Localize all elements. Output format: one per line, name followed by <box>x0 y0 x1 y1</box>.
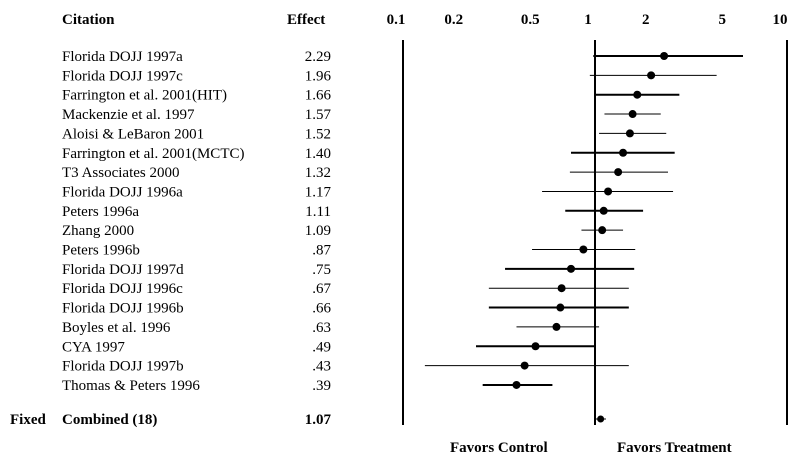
effect-point <box>619 148 628 157</box>
study-row: T3 Associates 2000 1.32 <box>62 165 669 181</box>
x-tick-label: 0.2 <box>444 12 463 28</box>
study-row: Farrington et al. 2001(MCTC) 1.40 <box>62 146 675 162</box>
study-row: CYA 1997 .49 <box>62 339 595 355</box>
combined-estimate <box>595 415 606 423</box>
study-effect-value: 1.52 <box>305 126 331 142</box>
study-citation: Peters 1996b <box>62 243 140 259</box>
study-row: Florida DOJJ 1997a 2.29 <box>62 49 744 65</box>
effect-point <box>628 110 637 119</box>
effect-point <box>579 245 588 254</box>
favors-control-label: Favors Control <box>450 440 548 456</box>
study-effect-value: .39 <box>312 378 331 394</box>
study-effect-value: 1.09 <box>305 223 331 239</box>
effect-point <box>512 380 521 389</box>
effect-point <box>598 226 607 235</box>
study-effect-value: 1.40 <box>305 146 331 162</box>
study-citation: Florida DOJJ 1997d <box>62 262 184 278</box>
effect-point <box>552 322 561 331</box>
study-row: Farrington et al. 2001(HIT) 1.66 <box>62 88 680 104</box>
study-effect-value: 1.32 <box>305 165 331 181</box>
study-citation: Florida DOJJ 1996a <box>62 184 183 200</box>
effect-point <box>625 129 634 138</box>
study-row: Florida DOJJ 1997d .75 <box>62 262 635 278</box>
effect-point <box>604 187 613 196</box>
study-effect-value: .66 <box>312 301 331 317</box>
study-citation: Boyles et al. 1996 <box>62 320 171 336</box>
study-citation: T3 Associates 2000 <box>62 165 180 181</box>
combined-effect: 1.07 <box>305 412 332 428</box>
study-row: Peters 1996a 1.11 <box>62 204 644 220</box>
effect-point <box>647 71 656 80</box>
combined-citation: Combined (18) <box>62 412 157 428</box>
study-effect-value: 1.57 <box>305 107 332 123</box>
study-effect-value: 1.17 <box>305 184 332 200</box>
header-citation: Citation <box>62 12 115 28</box>
study-row: Aloisi & LeBaron 2001 1.52 <box>62 126 667 142</box>
study-effect-value: 2.29 <box>305 49 331 65</box>
study-effect-value: .49 <box>312 339 331 355</box>
study-effect-value: .67 <box>312 281 331 297</box>
study-citation: Aloisi & LeBaron 2001 <box>62 126 204 142</box>
x-tick-label: 0.5 <box>521 12 540 28</box>
effect-point <box>660 52 669 60</box>
study-effect-value: .87 <box>312 243 331 259</box>
study-rows: Florida DOJJ 1997a 2.29 Florida DOJJ 1997c… <box>62 49 744 394</box>
study-effect-value: .63 <box>312 320 331 336</box>
x-tick-label: 5 <box>718 12 726 28</box>
effect-point <box>567 264 576 273</box>
combined-model-label: Fixed <box>10 412 46 428</box>
study-citation: Florida DOJJ 1997b <box>62 359 184 375</box>
study-effect-value: .43 <box>312 359 331 375</box>
effect-point <box>556 303 565 312</box>
study-effect-value: 1.66 <box>305 88 332 104</box>
x-tick-label: 1 <box>584 12 592 28</box>
study-row: Thomas & Peters 1996 .39 <box>62 378 553 394</box>
x-tick-label: 10 <box>773 12 788 28</box>
effect-point <box>614 168 623 177</box>
study-effect-value: 1.96 <box>305 68 332 84</box>
study-row: Mackenzie et al. 1997 1.57 <box>62 107 661 123</box>
study-row: Florida DOJJ 1997c 1.96 <box>62 68 717 84</box>
study-citation: Farrington et al. 2001(HIT) <box>62 88 227 104</box>
study-row: Florida DOJJ 1997b .43 <box>62 359 629 375</box>
study-citation: Farrington et al. 2001(MCTC) <box>62 146 244 162</box>
study-citation: Florida DOJJ 1996b <box>62 301 184 317</box>
effect-point <box>531 342 540 351</box>
study-effect-value: .75 <box>312 262 331 278</box>
study-row: Florida DOJJ 1996c .67 <box>62 281 629 297</box>
x-tick-label: 0.1 <box>387 12 406 28</box>
effect-point <box>520 361 529 370</box>
effect-point <box>633 90 642 99</box>
study-citation: Thomas & Peters 1996 <box>62 378 200 394</box>
effect-point <box>557 284 566 293</box>
study-row: Florida DOJJ 1996a 1.17 <box>62 184 674 200</box>
study-citation: Peters 1996a <box>62 204 139 220</box>
study-citation: Florida DOJJ 1996c <box>62 281 183 297</box>
combined-effect-point <box>597 415 605 423</box>
study-citation: Zhang 2000 <box>62 223 134 239</box>
study-row: Zhang 2000 1.09 <box>62 223 624 239</box>
study-citation: Mackenzie et al. 1997 <box>62 107 195 123</box>
study-row: Peters 1996b .87 <box>62 243 636 259</box>
x-axis-tick-labels: 0.1 0.2 0.5 1 2 5 10 <box>387 12 788 28</box>
study-citation: Florida DOJJ 1997a <box>62 49 183 65</box>
x-tick-label: 2 <box>642 12 650 28</box>
header-effect: Effect <box>287 12 325 28</box>
study-citation: CYA 1997 <box>62 339 125 355</box>
effect-point <box>599 206 608 215</box>
favors-treatment-label: Favors Treatment <box>617 440 732 456</box>
study-effect-value: 1.11 <box>305 204 331 220</box>
study-citation: Florida DOJJ 1997c <box>62 68 183 84</box>
study-row: Florida DOJJ 1996b .66 <box>62 301 629 317</box>
study-row: Boyles et al. 1996 .63 <box>62 320 600 336</box>
